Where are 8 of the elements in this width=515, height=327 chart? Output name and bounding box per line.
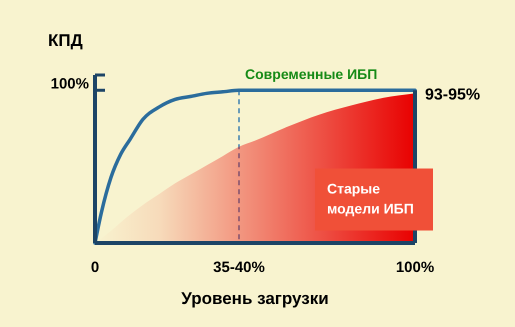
x-tick-label: 100%	[396, 259, 434, 276]
series-label: Современные ИБП	[245, 66, 378, 82]
y-axis-title: КПД	[48, 31, 83, 50]
x-tick-label: 35-40%	[213, 259, 265, 276]
series-label: Старые модели ИБП	[327, 180, 414, 217]
x-tick-label: 0	[90, 259, 100, 276]
x-axis-title: Уровень загрузки	[181, 289, 329, 308]
annotation: 93-95%	[425, 86, 480, 104]
